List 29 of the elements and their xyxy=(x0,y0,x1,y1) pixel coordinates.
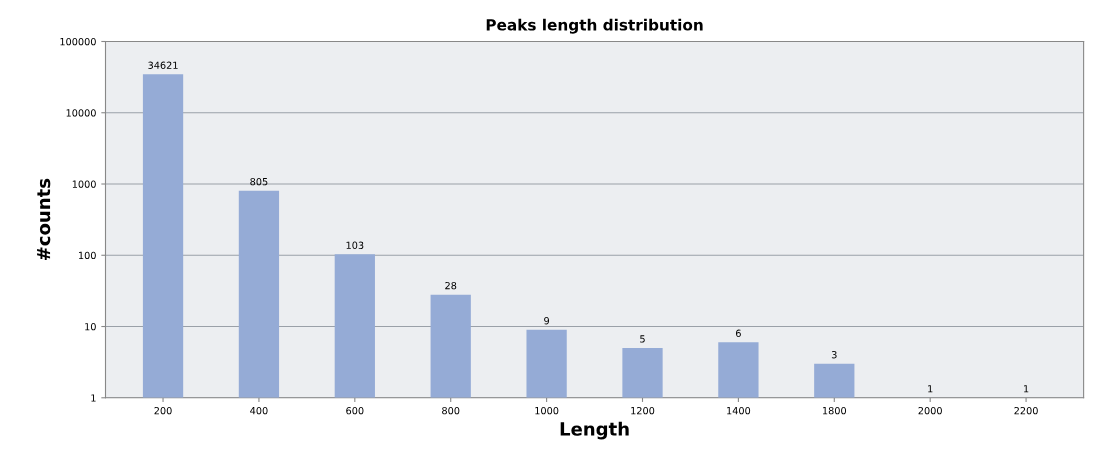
x-tick-label: 2200 xyxy=(1014,406,1038,415)
data-label: 3 xyxy=(831,351,837,359)
y-tick-label: 1 xyxy=(91,394,96,402)
x-tick-label: 200 xyxy=(154,406,172,415)
x-axis-title: Length xyxy=(560,421,629,440)
y-tick-label: 10000 xyxy=(66,109,96,117)
y-tick-label: 1000 xyxy=(72,180,96,188)
chart-title: Peaks length distribution xyxy=(486,18,703,34)
y-tick-label: 10 xyxy=(85,323,96,331)
data-label: 9 xyxy=(544,317,550,325)
data-label: 103 xyxy=(346,241,364,249)
data-label: 34621 xyxy=(148,61,178,69)
data-label: 5 xyxy=(640,335,645,343)
x-tick-label: 800 xyxy=(442,406,460,415)
x-tick-label: 1800 xyxy=(822,406,847,415)
data-label: 28 xyxy=(445,281,457,290)
y-tick-label: 100000 xyxy=(60,37,96,46)
x-tick-label: 600 xyxy=(346,406,364,415)
y-axis-title: #counts xyxy=(37,178,51,261)
x-tick-label: 1000 xyxy=(535,406,559,415)
y-tick-label: 100 xyxy=(78,251,96,260)
x-tick-label: 2000 xyxy=(918,406,942,415)
data-label: 805 xyxy=(250,177,268,186)
x-tick-label: 400 xyxy=(250,406,268,415)
data-label: 6 xyxy=(735,329,741,337)
data-label: 1 xyxy=(1024,385,1029,393)
data-label: 1 xyxy=(928,385,933,393)
x-tick-label: 1200 xyxy=(631,406,655,415)
x-tick-label: 1400 xyxy=(727,406,751,415)
